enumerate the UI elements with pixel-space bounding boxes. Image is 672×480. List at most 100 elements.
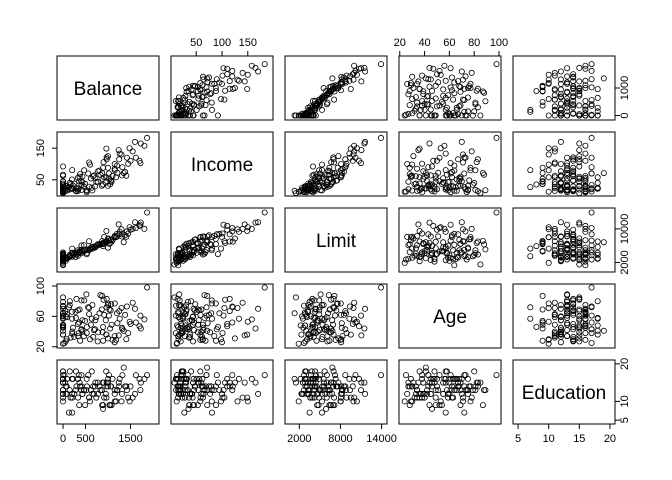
data-point-46 xyxy=(451,162,458,169)
data-point-99 xyxy=(416,112,423,119)
data-point-17 xyxy=(76,379,83,386)
data-point-93 xyxy=(88,184,95,191)
data-point-25 xyxy=(570,173,577,180)
data-point-108 xyxy=(60,323,67,330)
data-point-7 xyxy=(204,402,211,409)
data-point-102 xyxy=(189,242,196,249)
data-point-114 xyxy=(446,379,453,386)
panel-balance-vs-income xyxy=(170,55,274,121)
data-point-4 xyxy=(316,375,323,382)
data-point-50 xyxy=(100,405,107,412)
data-point-78 xyxy=(576,294,583,301)
panel-frame xyxy=(512,131,616,197)
data-point-88 xyxy=(588,246,595,253)
data-point-97 xyxy=(582,251,589,258)
data-point-9 xyxy=(120,364,127,371)
data-point-27 xyxy=(181,387,188,394)
data-point-53 xyxy=(350,151,357,158)
data-point-82 xyxy=(186,402,193,409)
data-point-7 xyxy=(479,169,486,176)
data-point-69 xyxy=(65,304,72,311)
data-point-46 xyxy=(564,162,571,169)
data-point-77 xyxy=(182,244,189,251)
data-point-110 xyxy=(582,315,589,322)
data-point-10 xyxy=(123,336,130,343)
data-point-112 xyxy=(570,177,577,184)
data-point-116 xyxy=(75,330,82,337)
data-point-33 xyxy=(179,394,186,401)
data-point-10 xyxy=(338,336,345,343)
data-point-81 xyxy=(351,394,358,401)
data-point-99 xyxy=(186,331,193,338)
data-point-12 xyxy=(527,315,534,322)
data-point-111 xyxy=(185,394,192,401)
data-point-120 xyxy=(220,387,227,394)
data-point-61 xyxy=(105,383,112,390)
data-point-58 xyxy=(582,172,589,179)
data-point-42 xyxy=(570,71,577,78)
data-point-91 xyxy=(570,104,577,111)
data-point-80 xyxy=(193,375,200,382)
data-point-81 xyxy=(239,69,246,76)
data-point-65 xyxy=(312,368,319,375)
data-point-39 xyxy=(564,327,571,334)
data-point-38 xyxy=(539,240,546,247)
tick-label: 20 xyxy=(619,358,631,370)
data-point-55 xyxy=(402,372,409,379)
data-point-111 xyxy=(307,181,314,188)
data-point-75 xyxy=(74,320,81,327)
data-point-81 xyxy=(468,225,475,232)
data-point-121 xyxy=(79,179,86,186)
data-point-83 xyxy=(303,368,310,375)
data-point-97 xyxy=(69,324,76,331)
data-point-95 xyxy=(420,240,427,247)
data-point-88 xyxy=(588,170,595,177)
data-point-108 xyxy=(576,163,583,170)
data-point-37 xyxy=(576,332,583,339)
data-point-44 xyxy=(186,333,193,340)
tick-label: 100 xyxy=(213,37,231,49)
data-point-7 xyxy=(479,88,486,95)
panel-income-vs-balance xyxy=(56,131,160,197)
data-point-107 xyxy=(197,238,204,245)
data-point-50 xyxy=(323,405,330,412)
data-point-50 xyxy=(185,405,192,412)
data-point-108 xyxy=(309,163,316,170)
data-point-42 xyxy=(224,226,231,233)
data-point-123 xyxy=(177,383,184,390)
data-point-45 xyxy=(195,317,202,324)
data-point-15 xyxy=(576,315,583,322)
data-point-103 xyxy=(582,256,589,263)
data-point-75 xyxy=(433,375,440,382)
tick-label: 10 xyxy=(619,395,631,407)
data-point-111 xyxy=(185,334,192,341)
data-point-64 xyxy=(219,394,226,401)
data-point-108 xyxy=(428,112,435,119)
data-point-81 xyxy=(468,394,475,401)
data-point-55 xyxy=(402,256,409,263)
data-point-110 xyxy=(235,228,242,235)
data-point-100 xyxy=(81,387,88,394)
data-point-79 xyxy=(111,387,118,394)
data-point-37 xyxy=(241,78,248,85)
data-point-112 xyxy=(570,83,577,90)
data-point-97 xyxy=(69,375,76,382)
data-point-96 xyxy=(126,318,133,325)
data-point-18 xyxy=(326,164,333,171)
data-point-121 xyxy=(79,390,86,397)
data-point-82 xyxy=(539,247,546,254)
data-point-80 xyxy=(193,107,200,114)
data-point-120 xyxy=(137,387,144,394)
data-point-57 xyxy=(450,394,457,401)
data-point-83 xyxy=(178,368,185,375)
data-point-122 xyxy=(103,379,110,386)
data-point-115 xyxy=(123,387,130,394)
data-point-111 xyxy=(551,334,558,341)
data-point-87 xyxy=(576,335,583,342)
data-point-47 xyxy=(229,319,236,326)
data-point-65 xyxy=(594,104,601,111)
data-point-108 xyxy=(214,112,221,119)
data-point-90 xyxy=(199,112,206,119)
data-point-62 xyxy=(87,321,94,328)
data-point-70 xyxy=(105,372,112,379)
